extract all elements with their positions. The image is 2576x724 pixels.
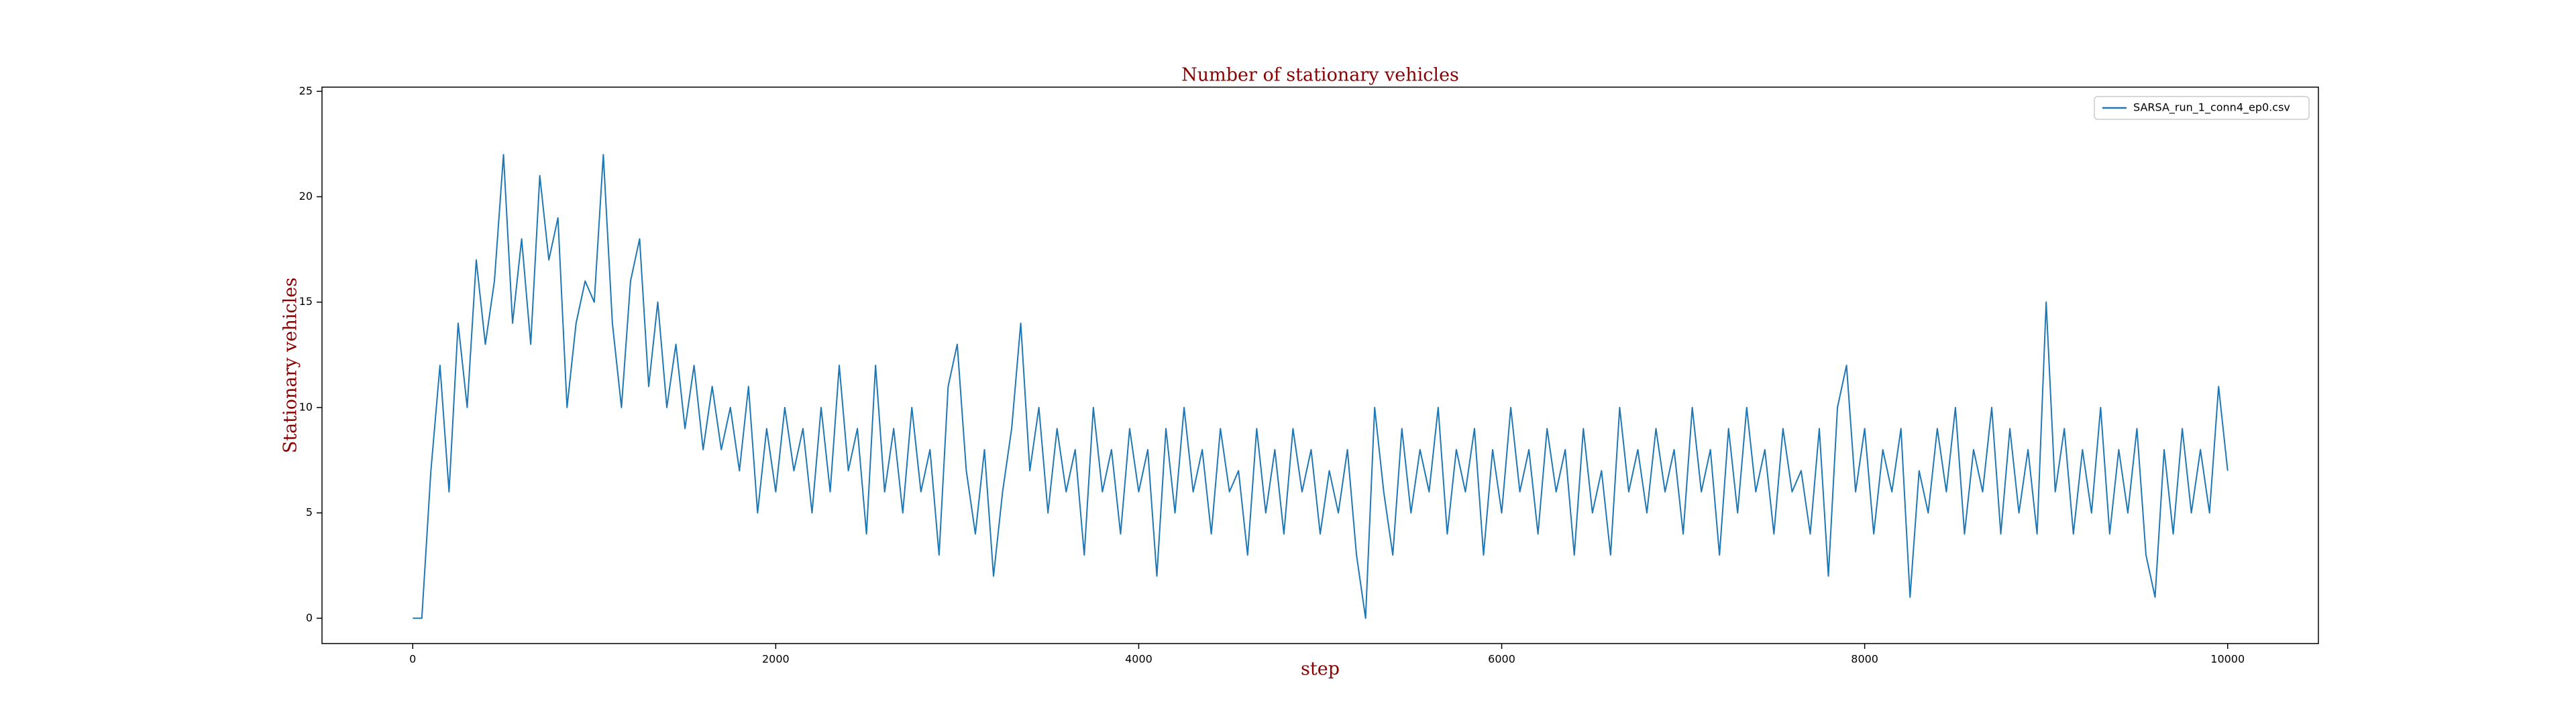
y-tick-label: 15	[299, 295, 313, 308]
data-line	[413, 154, 2229, 619]
x-tick-label: 0	[409, 653, 416, 666]
x-tick-label: 8000	[1851, 653, 1878, 666]
plot-frame	[321, 86, 2319, 644]
y-tick-label: 20	[299, 190, 313, 202]
chart-title: Number of stationary vehicles	[1181, 65, 1459, 86]
y-axis-label: Stationary vehicles	[280, 278, 301, 453]
y-tick-label: 5	[306, 506, 313, 519]
x-tick-label: 6000	[1488, 653, 1515, 666]
x-tick-label: 10000	[2210, 653, 2245, 666]
y-tick-label: 0	[306, 611, 313, 624]
x-tick-label: 2000	[762, 653, 790, 666]
y-tick-label: 10	[299, 400, 313, 413]
x-axis-label: step	[1301, 659, 1340, 680]
legend-box	[2094, 96, 2310, 120]
legend-label: SARSA_run_1_conn4_ep0.csv	[2133, 101, 2290, 115]
x-tick-label: 4000	[1125, 653, 1152, 666]
y-tick-label: 25	[299, 84, 313, 97]
